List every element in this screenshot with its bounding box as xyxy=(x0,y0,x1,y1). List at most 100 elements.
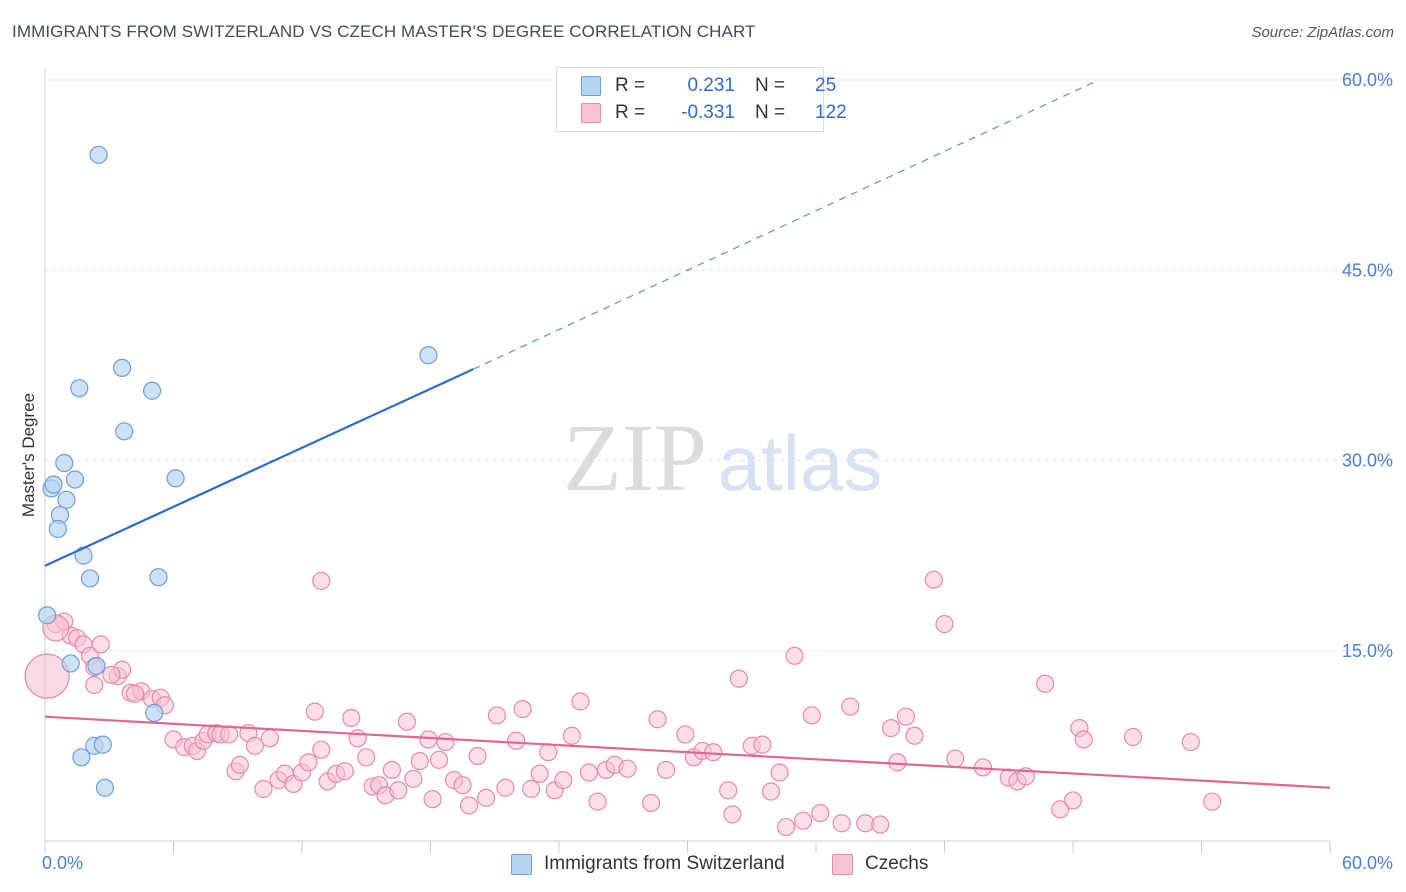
czechs-point xyxy=(305,702,324,721)
czechs-point xyxy=(260,729,279,748)
czechs-trend-line xyxy=(44,715,1331,789)
switzerland-point xyxy=(95,778,115,797)
czechs-point xyxy=(522,779,541,799)
czechs-point xyxy=(85,675,104,695)
czechs-point xyxy=(729,669,749,688)
legend-n-label: N = xyxy=(755,102,786,123)
y-tick-label: 45.0% xyxy=(1342,260,1393,280)
czechs-point xyxy=(794,811,813,830)
czechs-point xyxy=(935,615,954,634)
czechs-point xyxy=(299,753,318,772)
legend-swatch-pink xyxy=(581,103,601,123)
czechs-point xyxy=(436,732,455,752)
bottom-swatch-pink xyxy=(832,853,853,875)
czechs-point xyxy=(1063,791,1083,810)
czechs-point xyxy=(419,730,438,749)
y-axis-label: Master's Degree xyxy=(19,393,38,517)
czechs-point xyxy=(554,771,573,790)
czechs-point xyxy=(1051,800,1070,819)
switzerland-point xyxy=(166,469,185,488)
bottom-legend-switzerland: Immigrants from Switzerland xyxy=(511,851,785,877)
legend-r-value: 0.231 xyxy=(687,75,735,96)
czechs-point xyxy=(719,781,738,800)
czechs-point xyxy=(770,763,789,782)
legend-r-label: R = xyxy=(615,102,646,123)
czechs-point xyxy=(676,725,695,744)
czechs-point xyxy=(832,814,851,833)
chart-title: IMMIGRANTS FROM SWITZERLAND VS CZECH MAS… xyxy=(12,22,756,41)
czechs-point xyxy=(312,571,331,591)
legend-row-switzerland: R = 0.231 N = 25 xyxy=(581,73,836,99)
czechs-point xyxy=(335,762,354,781)
legend-swatch-blue xyxy=(581,76,601,96)
switzerland-trend-line xyxy=(44,368,474,567)
czechs-point xyxy=(507,731,526,750)
czechs-point xyxy=(468,746,487,766)
czechs-point-large xyxy=(24,653,70,699)
switzerland-point xyxy=(55,453,74,473)
watermark: ZIP atlas xyxy=(563,404,882,511)
czechs-point xyxy=(477,788,496,807)
czechs-points xyxy=(24,570,1222,837)
bottom-legend-label-blue: Immigrants from Switzerland xyxy=(544,853,785,874)
x-tick-label-left: 0.0% xyxy=(42,853,83,873)
switzerland-point xyxy=(80,569,100,588)
legend-r-label: R = xyxy=(615,75,646,96)
czechs-point xyxy=(761,782,781,801)
watermark-zip: ZIP xyxy=(563,404,707,511)
czechs-point xyxy=(1203,792,1222,811)
czechs-point xyxy=(496,778,515,797)
switzerland-point xyxy=(70,379,89,398)
tick-labels: 15.0% 30.0% 45.0% 60.0% 0.0% 60.0% xyxy=(42,70,1393,873)
czechs-point xyxy=(871,815,890,834)
czechs-point xyxy=(946,749,965,768)
legend-n-value: 122 xyxy=(815,102,847,123)
switzerland-point xyxy=(112,358,132,378)
czechs-point xyxy=(776,817,796,837)
switzerland-point xyxy=(419,346,438,365)
czechs-point xyxy=(562,726,581,745)
czechs-point xyxy=(1036,674,1055,693)
czechs-point xyxy=(230,755,249,775)
legend-n-label: N = xyxy=(755,75,786,96)
stats-legend: R = 0.231 N = 25 R = -0.331 N = 122 xyxy=(556,67,847,132)
czechs-point xyxy=(513,699,532,719)
czechs-point xyxy=(924,570,943,589)
switzerland-point xyxy=(142,381,162,400)
y-tick-label: 15.0% xyxy=(1342,641,1393,661)
czechs-point xyxy=(254,779,273,799)
czechs-point xyxy=(487,706,506,725)
czechs-point xyxy=(753,735,772,754)
czechs-point xyxy=(459,796,479,815)
czechs-point xyxy=(348,729,367,748)
switzerland-point xyxy=(87,656,106,676)
switzerland-point xyxy=(89,145,108,164)
switzerland-trend-extension xyxy=(473,79,1099,370)
x-tick-label-right: 60.0% xyxy=(1342,853,1393,873)
source-label: Source: ZipAtlas.com xyxy=(1251,24,1394,41)
czechs-point xyxy=(389,781,408,800)
switzerland-point xyxy=(61,654,80,673)
czechs-point xyxy=(91,635,110,654)
y-tick-label: 30.0% xyxy=(1342,451,1393,471)
czechs-point xyxy=(811,803,830,823)
czechs-point xyxy=(618,759,637,778)
czechs-point xyxy=(220,725,239,744)
czechs-point xyxy=(641,793,661,813)
czechs-point xyxy=(785,646,804,665)
czechs-point xyxy=(102,665,121,684)
switzerland-point xyxy=(38,606,57,625)
czechs-point xyxy=(896,707,916,726)
czechs-point xyxy=(410,751,429,771)
switzerland-point xyxy=(44,475,63,494)
legend-n-value: 25 xyxy=(815,75,837,96)
gridlines xyxy=(45,79,1392,652)
trend-lines xyxy=(44,79,1331,789)
watermark-atlas: atlas xyxy=(718,419,883,507)
switzerland-point xyxy=(65,470,85,489)
czechs-point xyxy=(1181,732,1200,752)
switzerland-point xyxy=(115,422,134,441)
czechs-point xyxy=(1123,727,1143,747)
bottom-swatch-blue xyxy=(511,853,532,875)
